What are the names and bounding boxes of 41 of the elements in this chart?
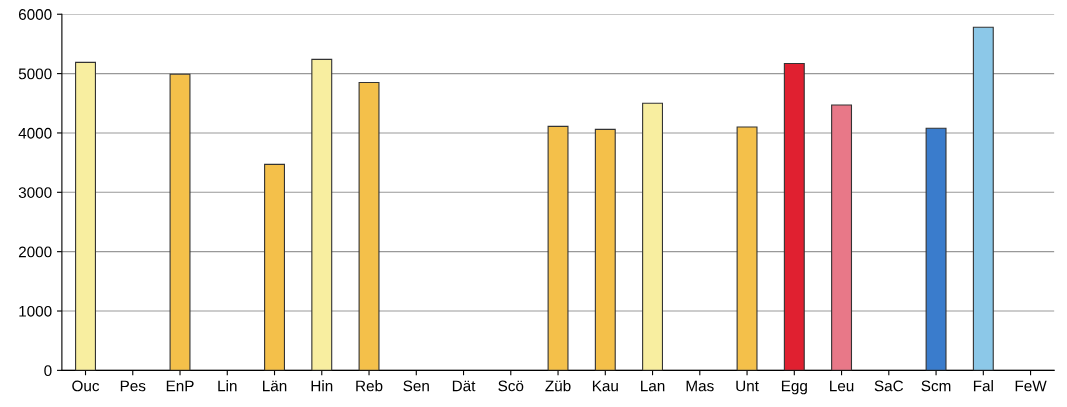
x-tick-label: Leu: [830, 380, 854, 392]
x-tick-label: Ouc: [72, 380, 100, 392]
y-tick-label: 2000: [18, 246, 52, 258]
x-tick-label: Fal: [973, 380, 993, 392]
bar: [972, 26, 994, 371]
bar: [642, 102, 664, 371]
x-tick-label: Züb: [545, 380, 571, 392]
x-tick-label: Egg: [781, 380, 807, 395]
y-tick-label: 1000: [19, 305, 52, 317]
x-tick-label: Län: [263, 380, 287, 392]
x-tick-label: Lin: [218, 380, 237, 392]
bar: [547, 125, 569, 371]
bar: [925, 127, 947, 371]
y-tick-label: 0: [44, 365, 52, 377]
bar: [831, 104, 853, 371]
x-tick-label: Mas: [686, 380, 714, 392]
x-tick-label: Reb: [356, 380, 383, 392]
bar: [264, 163, 286, 371]
x-tick-label: Sen: [403, 380, 429, 392]
y-tick-label: 4000: [18, 127, 52, 139]
x-tick-label: Unt: [736, 380, 759, 392]
bar: [75, 61, 96, 371]
x-tick-label: Lan: [641, 380, 665, 392]
x-tick-label: Hin: [311, 380, 333, 392]
bar: [594, 128, 616, 371]
bar: [169, 73, 191, 371]
x-tick-label: FeW: [1015, 380, 1047, 392]
x-tick-label: SaC: [874, 380, 904, 392]
x-tick-label: Scm: [921, 380, 951, 392]
x-tick-label: Pes: [120, 380, 146, 392]
x-tick-label: EnP: [166, 380, 194, 392]
x-tick-label: Kau: [592, 380, 618, 392]
y-tick-label: 6000: [18, 9, 52, 20]
x-tick-label: Dät: [452, 380, 476, 392]
x-tick-label: Scö: [498, 380, 524, 392]
bar: [358, 81, 380, 371]
bar: [311, 58, 333, 371]
bar: [736, 126, 758, 371]
y-tick-label: 5000: [18, 68, 52, 80]
bar: [783, 62, 805, 371]
y-tick-label: 3000: [18, 187, 52, 198]
